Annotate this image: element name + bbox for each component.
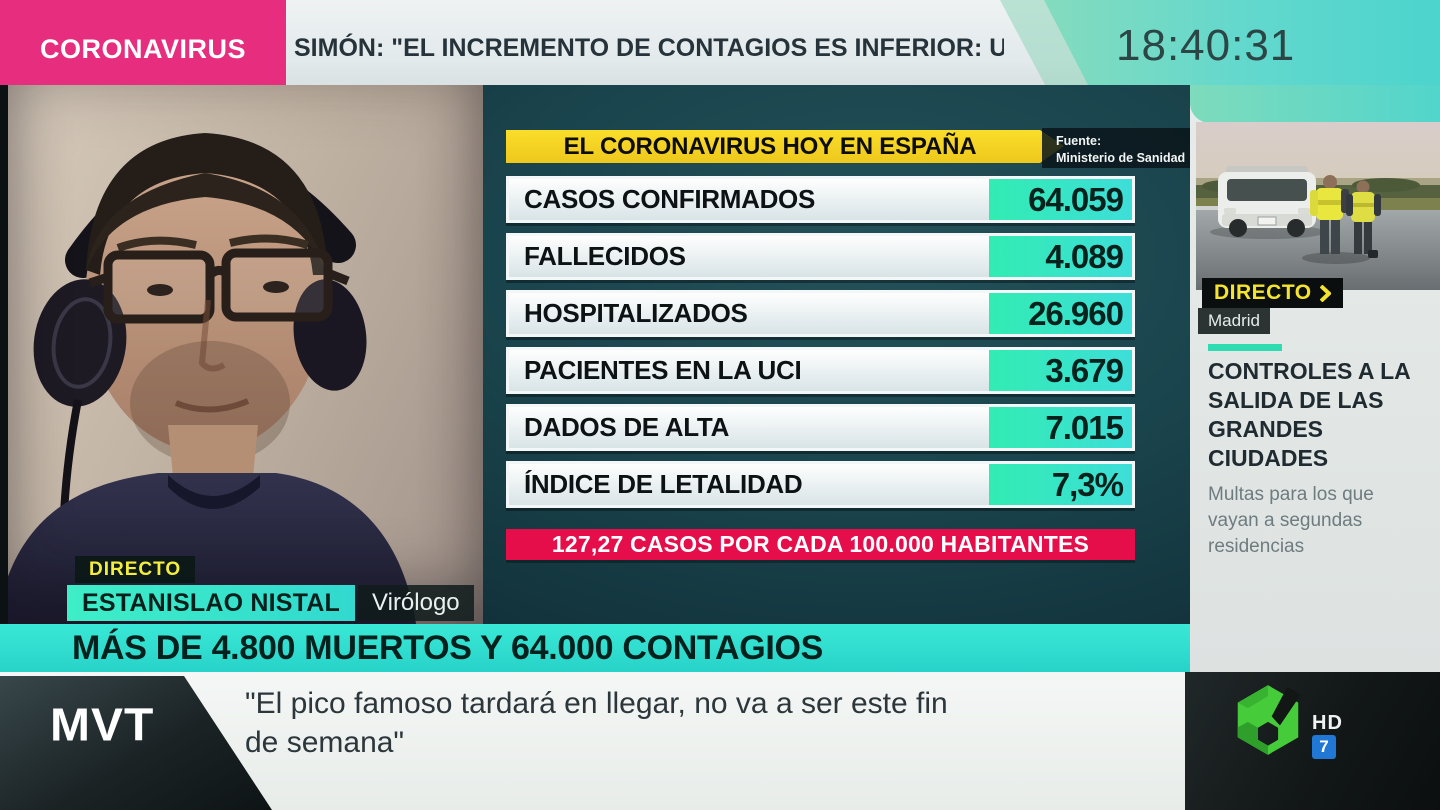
rate-banner: 127,27 CASOS POR CADA 100.000 HABITANTES bbox=[506, 529, 1135, 560]
quote-line-1: "El pico famoso tardará en llegar, no va… bbox=[245, 687, 948, 720]
video-left-edge bbox=[0, 85, 8, 624]
guest-role: Virólogo bbox=[358, 585, 474, 621]
lasexta-6-logo-icon bbox=[1237, 685, 1301, 755]
stat-label: FALLECIDOS bbox=[524, 241, 686, 271]
quote-line-2: de semana" bbox=[245, 726, 405, 759]
video-vignette bbox=[8, 85, 483, 624]
hd-label: HD bbox=[1312, 712, 1343, 734]
source-box: Fuente: Ministerio de Sanidad bbox=[1042, 128, 1190, 168]
stat-label: HOSPITALIZADOS bbox=[524, 298, 748, 328]
side-panel: DIRECTO Madrid CONTROLES A LA SALIDA DE … bbox=[1190, 85, 1440, 672]
stat-value: 64.059 bbox=[989, 179, 1132, 220]
stats-rows: CASOS CONFIRMADOS 64.059 FALLECIDOS 4.08… bbox=[506, 176, 1135, 518]
stats-panel-title: EL CORONAVIRUS HOY EN ESPAÑA bbox=[506, 130, 1064, 163]
headline-accent-bar bbox=[1208, 344, 1282, 351]
guest-illustration bbox=[8, 133, 416, 624]
table-row: HOSPITALIZADOS 26.960 bbox=[506, 290, 1135, 337]
bottom-strip: MVT "El pico famoso tardará en llegar, n… bbox=[0, 672, 1185, 810]
chevron-right-icon bbox=[1319, 284, 1331, 302]
channel-bug-block: HD 7 bbox=[1185, 672, 1440, 810]
source-label: Fuente: bbox=[1056, 134, 1102, 148]
table-row: DADOS DE ALTA 7.015 bbox=[506, 404, 1135, 451]
top-bar: CORONAVIRUS SIMÓN: "EL INCREMENTO DE CON… bbox=[0, 0, 1440, 85]
stat-label: CASOS CONFIRMADOS bbox=[524, 184, 816, 214]
clock-panel-cap bbox=[1190, 85, 1440, 123]
guest-live-badge: DIRECTO bbox=[75, 556, 196, 583]
ticker-text: SIMÓN: "EL INCREMENTO DE CONTAGIOS ES IN… bbox=[294, 34, 1004, 62]
mvt-logo-block: MVT bbox=[0, 676, 272, 810]
stat-label: ÍNDICE DE LETALIDAD bbox=[524, 469, 803, 499]
stat-value: 7.015 bbox=[989, 407, 1132, 448]
side-live-badge: DIRECTO bbox=[1202, 278, 1343, 308]
category-label: CORONAVIRUS bbox=[39, 34, 246, 64]
stat-value: 4.089 bbox=[989, 236, 1132, 277]
stat-value: 26.960 bbox=[989, 293, 1132, 334]
table-row: PACIENTES EN LA UCI 3.679 bbox=[506, 347, 1135, 394]
lower-third-headline: MÁS DE 4.800 MUERTOS Y 64.000 CONTAGIOS bbox=[0, 624, 1190, 672]
mvt-logo: MVT bbox=[50, 700, 155, 751]
stat-label: DADOS DE ALTA bbox=[524, 412, 730, 442]
police-checkpoint-photo bbox=[1196, 122, 1440, 290]
location-badge: Madrid bbox=[1198, 308, 1270, 334]
channel-number-badge: 7 bbox=[1312, 735, 1336, 759]
side-live-label: DIRECTO bbox=[1214, 281, 1312, 304]
side-headline: CONTROLES A LA SALIDA DE LAS GRANDES CIU… bbox=[1208, 358, 1410, 471]
guest-video bbox=[8, 85, 483, 624]
table-row: FALLECIDOS 4.089 bbox=[506, 233, 1135, 280]
clock-panel: 18:40:31 bbox=[1044, 0, 1440, 85]
stat-value: 3.679 bbox=[989, 350, 1132, 391]
side-subtext: Multas para los que vayan a segundas res… bbox=[1208, 484, 1374, 557]
quote-text: "El pico famoso tardará en llegar, no va… bbox=[245, 684, 1165, 762]
stat-label: PACIENTES EN LA UCI bbox=[524, 355, 802, 385]
table-row: ÍNDICE DE LETALIDAD 7,3% bbox=[506, 461, 1135, 508]
table-row: CASOS CONFIRMADOS 64.059 bbox=[506, 176, 1135, 223]
source-name: Ministerio de Sanidad bbox=[1056, 150, 1186, 165]
guest-name-strap: ESTANISLAO NISTAL Virólogo bbox=[67, 585, 474, 621]
stat-value: 7,3% bbox=[989, 464, 1132, 505]
clock-time: 18:40:31 bbox=[1116, 21, 1296, 70]
category-badge: CORONAVIRUS bbox=[0, 0, 286, 85]
guest-live-label: DIRECTO bbox=[89, 558, 182, 580]
guest-name: ESTANISLAO NISTAL bbox=[67, 585, 356, 621]
